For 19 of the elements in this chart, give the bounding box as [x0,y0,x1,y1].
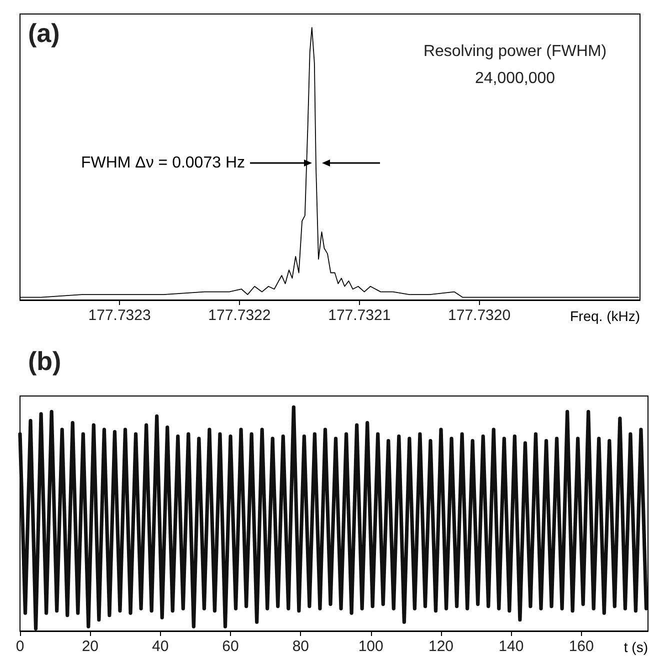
x-tick-label: 0 [16,638,24,655]
x-tick-label: 160 [568,638,594,655]
x-tick-label: 120 [428,638,454,655]
x-tick-label: 40 [152,638,169,655]
x-tick-label: 177.7322 [208,307,271,324]
x-tick-label: 20 [82,638,99,655]
annotation: FWHM Δν = 0.0073 Hz [80,154,245,172]
x-tick-label: 100 [358,638,384,655]
x-tick-label: 140 [498,638,524,655]
annotation: Resolving power (FWHM) 24,000,000 [423,43,607,87]
chart-title: (b) [28,346,62,376]
x-tick-label: 177.7320 [448,307,511,324]
chart-title: (a) [28,18,60,48]
x-tick-label: 60 [222,638,239,655]
x-tick-label: 80 [292,638,310,655]
x-tick-label: 177.7323 [88,307,151,324]
x-axis-title: Freq. (kHz) [570,308,640,324]
x-tick-label: 177.7321 [328,307,391,324]
x-axis-title: t (s) [624,639,648,655]
